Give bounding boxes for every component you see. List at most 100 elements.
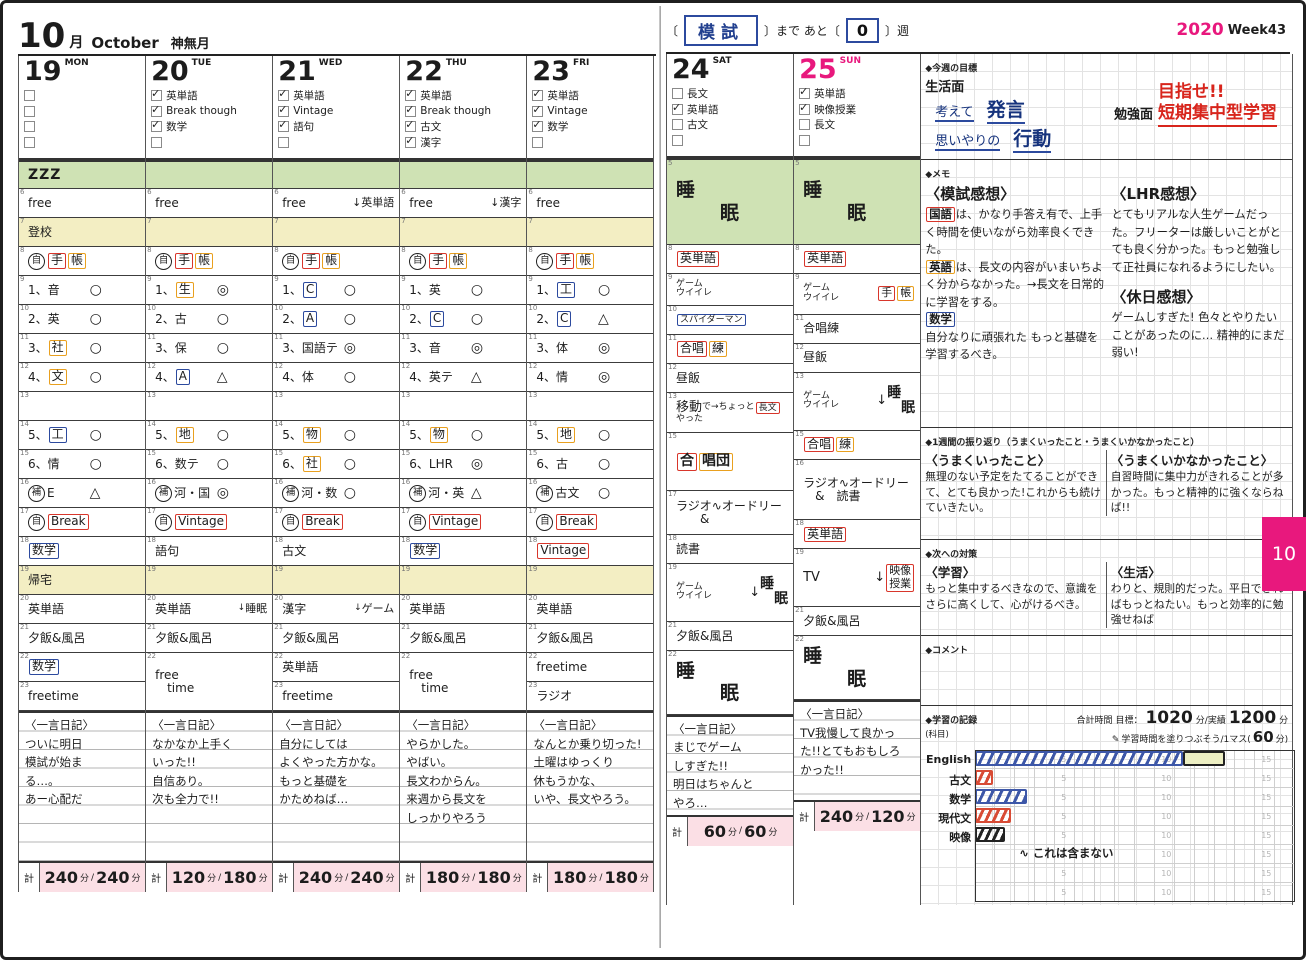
total-label: 計	[794, 802, 816, 832]
chart-grid-cell	[1135, 769, 1156, 788]
day-number: 22	[405, 56, 443, 87]
grade-mark: △	[216, 369, 228, 385]
chart-tick-label: 10	[1161, 869, 1172, 878]
chart-grid-cell	[1235, 807, 1256, 826]
minutes-unit: 分	[131, 874, 141, 884]
hour-label: 10	[528, 305, 538, 312]
entry-text: 漢字	[282, 601, 307, 616]
row-main: ZZZ	[28, 166, 62, 183]
boxed-entry: 長文	[755, 401, 780, 415]
hour-label: 16	[528, 479, 538, 486]
todo-item	[24, 104, 145, 120]
chart-grid-cell	[1255, 769, 1276, 788]
boxed-entry: 英単語	[804, 526, 847, 543]
grade-mark: ○	[597, 427, 611, 443]
todo-item: 英単語	[532, 87, 653, 104]
boxed-entry: 練	[836, 436, 855, 453]
total-time-label: 合計時間	[1076, 716, 1113, 726]
schedule-row: 12 4、英テ △	[400, 363, 527, 392]
entry-text: ゲーム ウイイレ	[803, 283, 840, 303]
hour-label: 18	[795, 520, 805, 528]
todo-item: 長文	[799, 117, 920, 133]
mock-title: 〈模試感想〉	[925, 185, 1016, 203]
chart-tick-label: 15	[1261, 831, 1272, 840]
hour-label: 8	[528, 247, 533, 254]
schedule-row: 9 1、音 ○	[19, 276, 146, 305]
schedule-row: 9 1、工 ○	[527, 276, 654, 305]
countdown-goal: 模試	[684, 14, 759, 46]
hour-label: 9	[795, 274, 800, 281]
life-goal-label: 生活面	[925, 80, 965, 95]
schedule-row: 12 4、 A △	[146, 363, 273, 392]
row-main: 自手帳	[282, 252, 341, 270]
day-number: 21	[278, 56, 316, 87]
total-label: 計	[527, 863, 549, 892]
hour-label: 18	[20, 537, 29, 544]
daily-total-row: 計 240 分/240 分	[273, 861, 400, 892]
entry-text: ZZZ	[28, 166, 62, 183]
row-main: 古文	[282, 545, 306, 558]
hour-label: 7	[147, 218, 152, 225]
hour-label: 18	[147, 537, 157, 544]
total-values: 240 分/240 分	[40, 863, 146, 892]
schedule-row: 21 夕飯&風呂	[667, 622, 794, 651]
chart-frame	[975, 750, 1296, 902]
minutes-unit: 分	[258, 874, 268, 884]
chart-grid-cell	[1035, 845, 1056, 864]
entry-text: 5、	[409, 427, 429, 442]
diary-block: 〈一言日記〉 なかなか上手く いった!! 自信あり。 次も全力で!!	[146, 711, 273, 861]
row-main: 1、生	[155, 282, 195, 298]
memo-mock-exam: 〈模試感想〉 国語 は、かなり手答え有で、上手く時間を使いながら効率良くできた。 …	[925, 181, 1108, 364]
chart-tick-label: 5	[1061, 831, 1067, 840]
chart-bar	[975, 770, 994, 785]
row-side: ↓ 睡 眠	[876, 385, 915, 417]
study-goal-red2: 短期集中型学習	[1158, 103, 1278, 124]
entry-text: free	[409, 195, 433, 210]
row-side: ↓英単語	[352, 197, 394, 209]
chart-grid-cell	[1055, 807, 1076, 826]
minutes-unit: 分	[207, 874, 217, 884]
schedule-row: 12 昼飯	[794, 344, 921, 373]
row-main: 英単語	[155, 603, 191, 616]
diary-block: 〈一言日記〉 なんとか乗り切った! 土曜はゆっくり 休もうかな、 いや、長文やろう…	[527, 711, 654, 861]
row-main: 4、 A	[155, 369, 191, 385]
todo-item: 数学	[151, 118, 272, 135]
boxed-entry: C	[557, 311, 572, 327]
chart-grid-cell	[1075, 807, 1096, 826]
chart-grid-cell	[1115, 807, 1136, 826]
hour-label: 14	[20, 421, 29, 428]
schedule-row: 13	[19, 392, 146, 421]
todo-label: Vintage	[293, 105, 334, 118]
minutes-per-cell: 60	[1252, 728, 1274, 746]
row-main: 睡 眠	[676, 179, 742, 225]
hour-label: 14	[147, 421, 157, 428]
schedule-row: 21 夕飯&風呂	[273, 624, 400, 653]
chart-grid-cell	[1235, 864, 1256, 883]
study-goal-label: 勉強面	[1113, 107, 1153, 123]
schedule-row: 9 1、 C ○	[273, 276, 400, 305]
row-main: 数学	[28, 543, 60, 559]
grade-mark: ◎	[597, 340, 611, 356]
entry-text: ↓	[749, 584, 761, 600]
todo-item: 英単語	[405, 87, 526, 104]
chart-grid-cell	[1215, 788, 1236, 807]
circled-char: 自	[155, 513, 173, 531]
subject-eigo: 英語	[926, 259, 955, 275]
chart-grid-cell	[995, 864, 1016, 883]
boxed-entry: 帳	[322, 253, 341, 269]
chart-grid-cell	[1035, 807, 1056, 826]
todo-item: Break though	[405, 103, 526, 120]
todo-item	[672, 133, 793, 149]
diary-text: なんとか乗り切った! 土曜はゆっくり 休もうかな、 いや、長文やろう。	[533, 736, 642, 807]
minutes-unit: 分	[1279, 716, 1289, 726]
row-side: ↓ ゲーム	[354, 603, 394, 615]
hour-label: 16	[20, 479, 29, 486]
todo-item: 英単語	[278, 87, 399, 104]
schedule-row: 18 古文	[273, 537, 400, 566]
month-tab-label: 10	[1271, 543, 1297, 565]
day-number: 25	[799, 54, 837, 85]
